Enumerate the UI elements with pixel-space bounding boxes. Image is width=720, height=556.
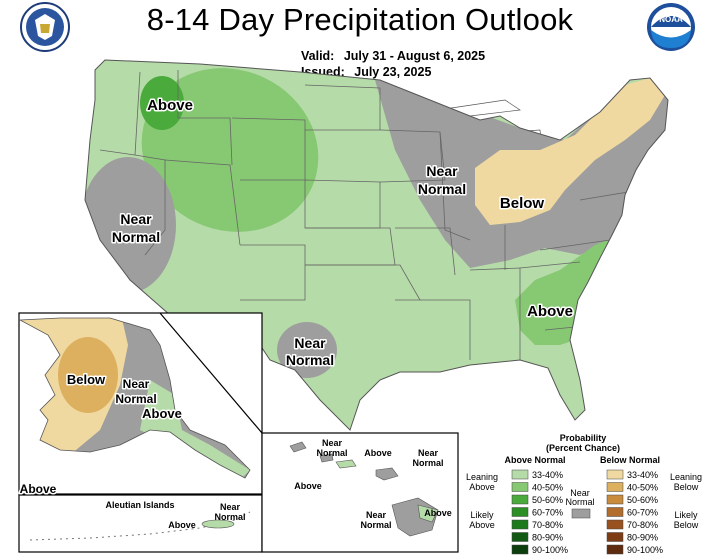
label-above-southeast: Above <box>527 303 573 320</box>
legend-below-swatch-0 <box>606 469 624 480</box>
legend-below-swatch-2 <box>606 494 624 505</box>
legend-near-normal-swatch <box>571 508 591 519</box>
issued-value: July 23, 2025 <box>354 65 432 79</box>
hawaii-inset <box>261 432 459 553</box>
label-hawaii-near-c-line2: Normal <box>360 520 391 530</box>
legend-above-swatch-2 <box>511 494 529 505</box>
legend-likely-above-line1: Likely <box>470 510 494 520</box>
label-near-west-line2: Normal <box>112 229 160 245</box>
legend-below-swatch-3 <box>606 507 624 517</box>
label-hawaii-above-c: Above <box>424 508 452 518</box>
legend-above-swatch-1 <box>511 482 529 492</box>
page-title: 8-14 Day Precipitation Outlook <box>146 2 574 37</box>
legend-below-bin-label-1: 40-50% <box>627 483 658 493</box>
legend-below-swatch-6 <box>606 544 624 555</box>
legend-below-bin-label-3: 60-70% <box>627 508 658 518</box>
label-above-northwest: Above <box>147 97 193 114</box>
label-below-east: Below <box>500 195 545 212</box>
legend-leaning-below-line1: Leaning <box>670 472 702 482</box>
legend-above-bin-label-4: 70-80% <box>532 520 563 530</box>
valid-value: July 31 - August 6, 2025 <box>343 49 486 63</box>
label-near-texas-line1: Near <box>294 335 326 351</box>
label-alaska-near-line2: Normal <box>115 392 156 406</box>
alaska-inset <box>18 312 263 553</box>
legend-above-bin-label-1: 40-50% <box>532 483 563 493</box>
legend-above-swatch-6 <box>511 544 529 555</box>
legend-below-rows: 33-40% 40-50% 50-60% 60-70% 70-80% 80-90% 90-1… <box>606 469 663 555</box>
label-hawaii-above-b: Above <box>364 448 392 458</box>
state-boundaries <box>99 70 641 360</box>
noaa-logo: NOAA <box>647 3 695 51</box>
valid-line: Valid: July 31 - August 6, 2025 <box>301 49 485 63</box>
label-hawaii-near-c-line1: Near <box>366 510 387 520</box>
probability-legend: Probability (Percent Chance) Above Norma… <box>466 433 702 555</box>
legend-above-bin-label-6: 90-100% <box>532 545 568 555</box>
legend-above-bin-label-2: 50-60% <box>532 495 563 505</box>
legend-title-line2: (Percent Chance) <box>546 443 620 453</box>
commerce-seal-logo <box>20 2 70 52</box>
legend-below-bin-label-2: 50-60% <box>627 495 658 505</box>
legend-below-bin-label-0: 33-40% <box>627 470 658 480</box>
label-alaska-above: Above <box>142 406 182 421</box>
legend-above-swatch-4 <box>511 519 529 530</box>
legend-below-swatch-4 <box>606 519 624 530</box>
legend-leaning-above-line2: Above <box>469 482 495 492</box>
label-aleutian-near-line1: Near <box>220 502 241 512</box>
legend-above-swatch-5 <box>511 532 529 542</box>
legend-likely-below-line2: Below <box>674 520 699 530</box>
legend-title-line1: Probability <box>560 433 607 443</box>
aleutian-title: Aleutian Islands <box>105 500 174 510</box>
valid-label: Valid: <box>301 49 335 63</box>
legend-near-normal-line2: Normal <box>565 497 594 507</box>
legend-above-swatch-0 <box>511 469 529 480</box>
label-hawaii-near-a-line2: Normal <box>316 448 347 458</box>
legend-above-rows: 33-40% 40-50% 50-60% 60-70% 70-80% 80-90% 90-1… <box>511 469 568 555</box>
texas-near-normal-region <box>277 322 337 378</box>
label-hawaii-above-a: Above <box>294 481 322 491</box>
legend-below-header: Below Normal <box>600 455 660 465</box>
legend-above-bin-label-3: 60-70% <box>532 508 563 518</box>
label-hawaii-near-b-line1: Near <box>418 448 439 458</box>
label-hawaii-near-a-line1: Near <box>322 438 343 448</box>
legend-leaning-below-line2: Below <box>674 482 699 492</box>
label-aleutian-near-line2: Normal <box>214 512 245 522</box>
label-near-west-line1: Near <box>120 211 152 227</box>
legend-likely-below-line1: Likely <box>674 510 698 520</box>
noaa-logo-text: NOAA <box>659 15 683 24</box>
label-near-greatlakes-line1: Near <box>426 163 458 179</box>
legend-below-swatch-5 <box>606 532 624 542</box>
legend-above-header: Above Normal <box>504 455 565 465</box>
label-alaska-near-line1: Near <box>123 377 150 391</box>
label-aleutian-above: Above <box>168 520 196 530</box>
label-alaska-below: Below <box>67 372 106 387</box>
great-lakes-below-region <box>475 78 665 225</box>
legend-below-bin-label-5: 80-90% <box>627 533 658 543</box>
label-near-texas-line2: Normal <box>286 352 334 368</box>
legend-below-bin-label-6: 90-100% <box>627 545 663 555</box>
legend-below-bin-label-4: 70-80% <box>627 520 658 530</box>
label-hawaii-near-b-line2: Normal <box>412 458 443 468</box>
label-near-greatlakes-line2: Normal <box>418 181 466 197</box>
legend-near-normal-line1: Near <box>570 488 590 498</box>
legend-likely-above-line2: Above <box>469 520 495 530</box>
legend-leaning-above-line1: Leaning <box>466 472 498 482</box>
legend-below-swatch-1 <box>606 482 624 492</box>
northwest-50-60-region <box>140 76 184 130</box>
northwest-40-50-region <box>141 68 319 232</box>
legend-above-bin-label-5: 80-90% <box>532 533 563 543</box>
legend-above-bin-label-0: 33-40% <box>532 470 563 480</box>
legend-above-swatch-3 <box>511 507 529 517</box>
label-alaska-above-corner: Above <box>20 482 57 496</box>
